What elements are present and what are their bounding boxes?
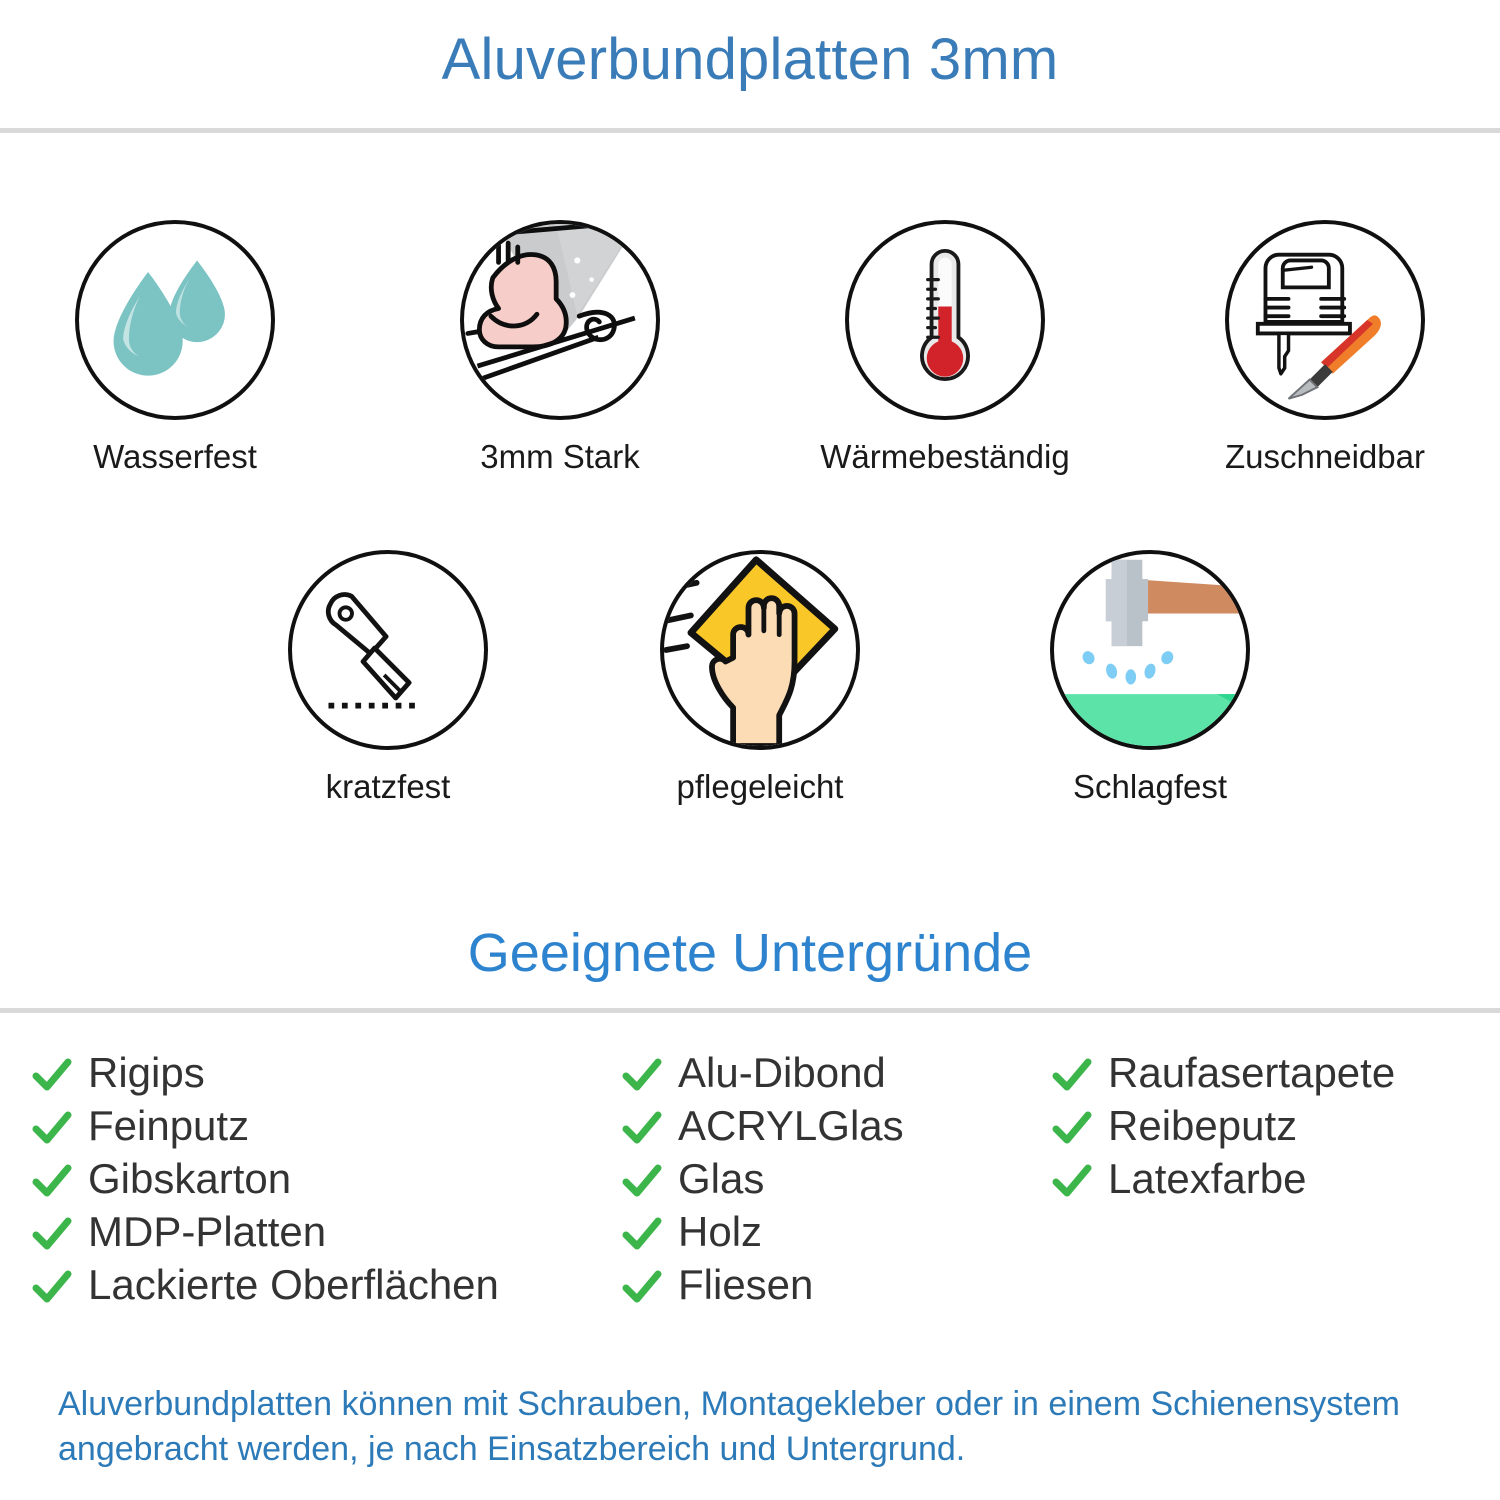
check-icon: [32, 1058, 72, 1090]
list-item-label: Rigips: [88, 1048, 205, 1096]
list-item: Lackierte Oberflächen: [30, 1260, 499, 1313]
feature-icon-circle: [1225, 220, 1425, 420]
list-item-label: Feinputz: [88, 1101, 250, 1149]
feature-pflegeleicht: pflegeleicht: [630, 550, 890, 806]
list-item-label: Lackierte Oberflächen: [88, 1260, 499, 1308]
feature-icon-circle: [1050, 550, 1250, 750]
list-item: Feinputz: [30, 1101, 499, 1154]
page-title: Aluverbundplatten 3mm: [441, 27, 1059, 92]
check-icon: [622, 1164, 662, 1196]
feature-wasserfest: Wasserfest: [45, 220, 305, 476]
list-item-label: ACRYLGlas: [678, 1101, 904, 1149]
list-item: Holz: [620, 1207, 904, 1260]
feature-icon-circle: [845, 220, 1045, 420]
list-item: Glas: [620, 1154, 904, 1207]
checklist-column-3: Raufasertapete Reibeputz Latexfarbe: [1050, 1048, 1395, 1207]
check-icon: [1052, 1111, 1092, 1143]
divider-top: [0, 128, 1500, 133]
list-item-label: Gibskarton: [88, 1154, 292, 1202]
feature-grid: Wasserfest: [45, 220, 1455, 806]
list-item-label: MDP-Platten: [88, 1207, 327, 1255]
list-item-label: Raufasertapete: [1108, 1048, 1396, 1096]
feature-label: Wasserfest: [93, 438, 257, 475]
check-icon: [1052, 1164, 1092, 1196]
feature-icon-circle: [660, 550, 860, 750]
list-item-label: Holz: [678, 1207, 763, 1255]
feature-schlagfest: Schlagfest: [1020, 550, 1280, 806]
list-item: Raufasertapete: [1050, 1048, 1395, 1101]
checklist-column-1: Rigips Feinputz Gibskarton MDP-Platten L…: [30, 1048, 499, 1313]
check-icon: [622, 1270, 662, 1302]
check-icon: [622, 1217, 662, 1249]
feature-label: kratzfest: [325, 768, 451, 805]
feature-waermebestaendig: Wärmebeständig: [815, 220, 1075, 476]
checklist-column-2: Alu-Dibond ACRYLGlas Glas Holz Fliesen: [620, 1048, 904, 1313]
hand-with-cloth-icon: [664, 556, 839, 746]
check-icon: [1052, 1058, 1092, 1090]
divider-middle: [0, 1008, 1500, 1013]
list-item: Alu-Dibond: [620, 1048, 904, 1101]
list-item-label: Alu-Dibond: [678, 1048, 886, 1096]
substrates-title: Geeignete Untergründe: [467, 923, 1033, 983]
check-icon: [622, 1058, 662, 1090]
feature-label: 3mm Stark: [480, 438, 640, 475]
feature-icon-circle: [288, 550, 488, 750]
list-item: ACRYLGlas: [620, 1101, 904, 1154]
list-item: Rigips: [30, 1048, 499, 1101]
footer-note: Aluverbundplatten können mit Schrauben, …: [58, 1385, 1400, 1468]
check-icon: [32, 1217, 72, 1249]
thermometer-icon: [920, 248, 970, 381]
list-item: Fliesen: [620, 1260, 904, 1313]
list-item-label: Reibeputz: [1108, 1101, 1298, 1149]
water-drops-icon: [113, 260, 225, 376]
list-item: Latexfarbe: [1050, 1154, 1395, 1207]
list-item: MDP-Platten: [30, 1207, 499, 1260]
list-item: Gibskarton: [30, 1154, 499, 1207]
check-icon: [32, 1164, 72, 1196]
feature-label: Schlagfest: [1072, 768, 1228, 805]
feature-label: Zuschneidbar: [1225, 438, 1425, 475]
cutter-knife-icon: [325, 592, 415, 709]
list-item-label: Fliesen: [678, 1260, 814, 1308]
substrates-checklist: Rigips Feinputz Gibskarton MDP-Platten L…: [0, 1048, 1500, 1348]
list-item-label: Glas: [678, 1154, 765, 1202]
feature-icon-circle: [75, 220, 275, 420]
check-icon: [622, 1111, 662, 1143]
feature-zuschneidbar: Zuschneidbar: [1195, 220, 1455, 476]
check-icon: [32, 1270, 72, 1302]
flexing-arm-icon: [465, 224, 637, 382]
jigsaw-and-cutter-icon: [1255, 252, 1381, 400]
feature-3mm-stark: 3mm Stark: [430, 220, 690, 476]
feature-icon-circle: [460, 220, 660, 420]
feature-label: Wärmebeständig: [820, 438, 1070, 475]
feature-label: pflegeleicht: [676, 768, 844, 805]
feature-kratzfest: kratzfest: [258, 550, 518, 806]
list-item-label: Latexfarbe: [1108, 1154, 1307, 1202]
hammer-impact-icon: [1054, 559, 1246, 746]
check-icon: [32, 1111, 72, 1143]
list-item: Reibeputz: [1050, 1101, 1395, 1154]
